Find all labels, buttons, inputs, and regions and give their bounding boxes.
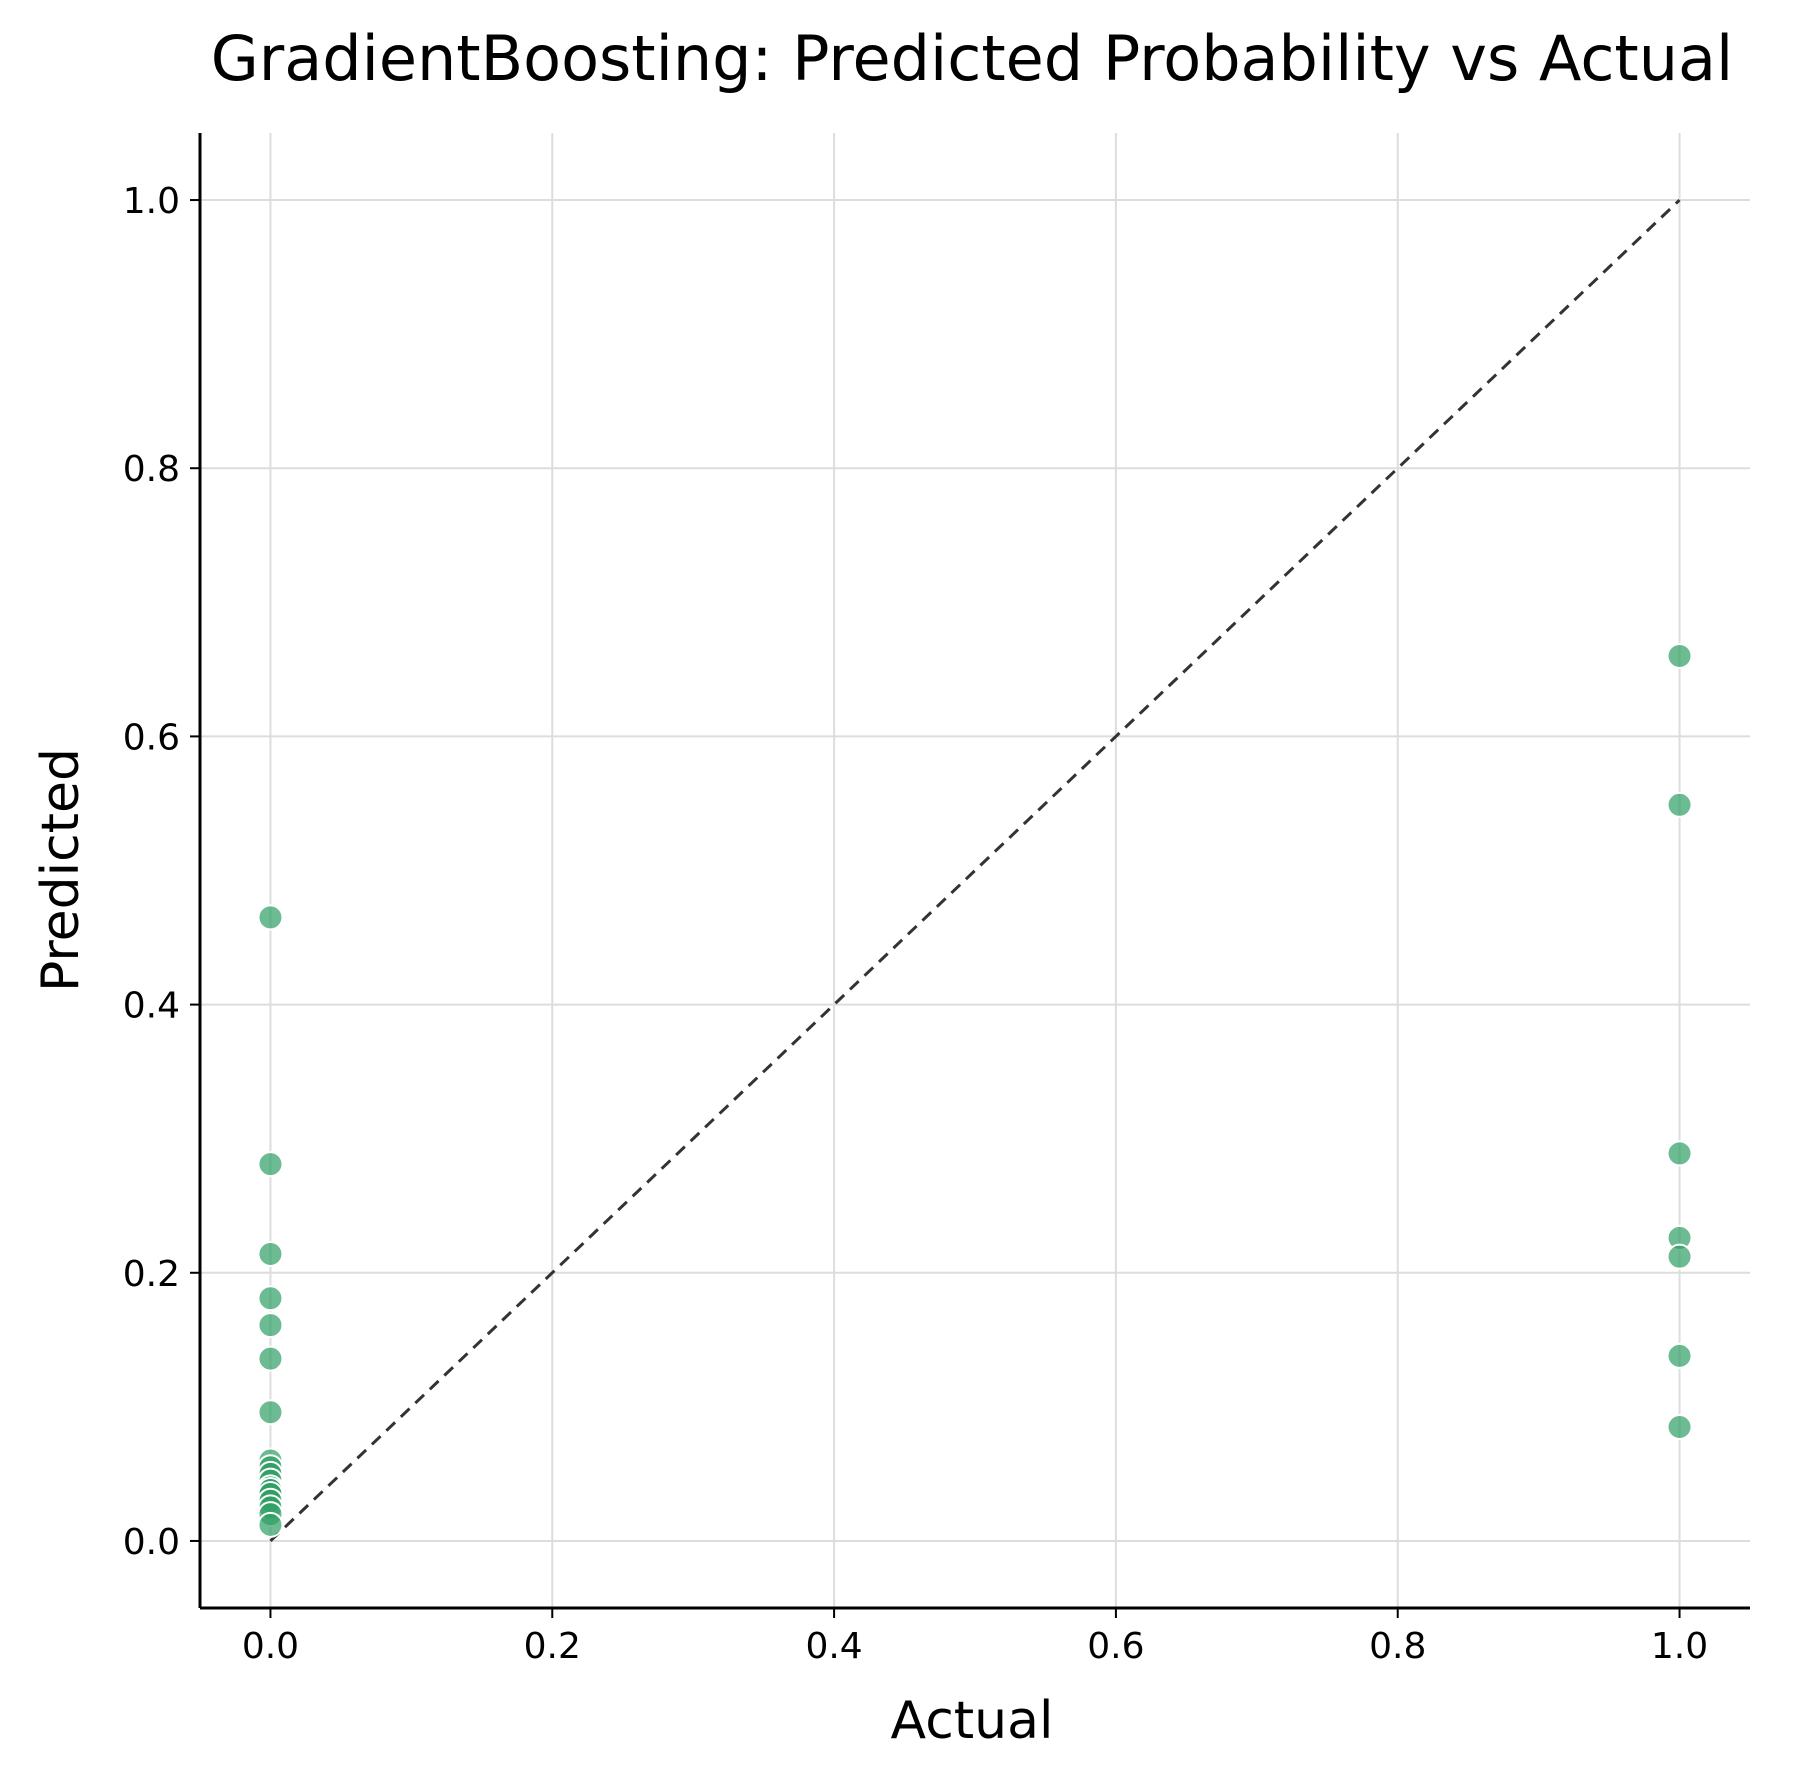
x-tick-label: 0.4 <box>805 1626 862 1667</box>
scatter-point <box>257 1345 284 1372</box>
scatter-point <box>1666 791 1693 818</box>
ticks-layer: 0.0 0.2 0.4 0.6 0.8 1.0 0.0 0.2 0.4 0.6 0.8 1.0 <box>123 181 1708 1667</box>
points-layer <box>257 642 1693 1538</box>
scatter-point <box>1666 1243 1693 1270</box>
x-tick-label: 1.0 <box>1651 1626 1708 1667</box>
y-tick-label: 0.8 <box>123 449 180 490</box>
chart-title: GradientBoosting: Predicted Probability … <box>211 22 1733 95</box>
y-tick-label: 1.0 <box>123 181 180 222</box>
y-axis-label: Predicted <box>31 748 91 992</box>
y-tick-label: 0.6 <box>123 717 180 758</box>
scatter-point <box>257 1399 284 1426</box>
x-tick-label: 0.2 <box>524 1626 581 1667</box>
y-tick-label: 0.0 <box>123 1522 180 1563</box>
scatter-point <box>257 904 284 931</box>
reference-line-layer <box>269 198 1681 1543</box>
x-axis-label: Actual <box>891 1691 1054 1751</box>
scatter-point <box>1666 642 1693 669</box>
scatter-point <box>1666 1342 1693 1369</box>
x-tick-label: 0.6 <box>1087 1626 1144 1667</box>
scatter-point <box>257 1285 284 1312</box>
reference-diagonal-line <box>269 198 1681 1543</box>
x-tick-label: 0.8 <box>1369 1626 1426 1667</box>
x-tick-label: 0.0 <box>242 1626 299 1667</box>
scatter-point <box>257 1241 284 1267</box>
grid-layer <box>200 133 1750 1608</box>
scatter-point <box>257 1151 284 1178</box>
axes-layer <box>198 133 1750 1610</box>
scatter-point <box>257 1511 284 1538</box>
y-tick-label: 0.2 <box>123 1254 180 1295</box>
scatter-point <box>1666 1140 1693 1167</box>
scatter-point <box>257 1312 284 1339</box>
scatter-point <box>1666 1413 1693 1440</box>
y-tick-label: 0.4 <box>123 986 180 1027</box>
